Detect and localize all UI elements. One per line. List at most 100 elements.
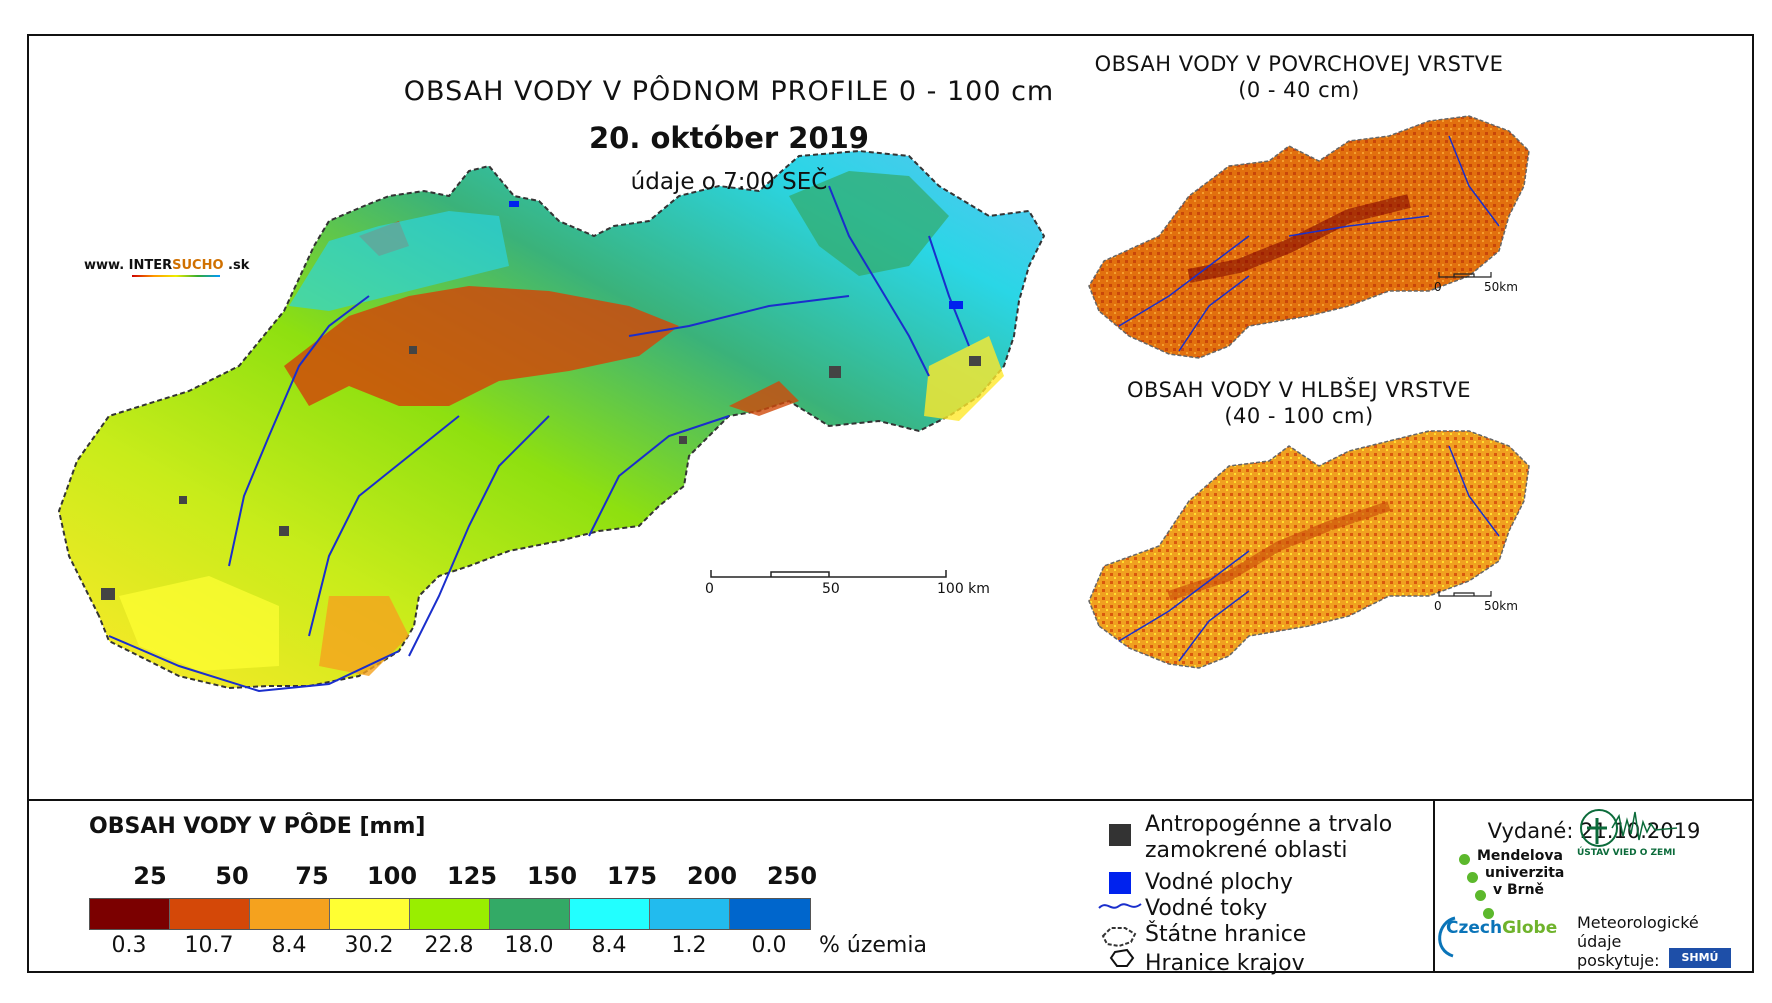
surface-map-title: OBSAH VODY V POVRCHOVEJ VRSTVE (0 - 40 c… — [1074, 52, 1524, 102]
anthropogenic-line2: zamokrené oblasti — [1145, 838, 1348, 863]
yellow-zone-east — [924, 336, 1004, 421]
scale-label-100: 100 km — [937, 581, 990, 597]
issued-date: Vydané: 21.10.2019 — [1487, 819, 1701, 843]
map-area: OBSAH VODY V PÔDNOM PROFILE 0 - 100 cm 2… — [29, 36, 1752, 799]
pct-value-2: 10.7 — [184, 933, 234, 958]
anthropogenic-line1: Antropogénne a trvalo — [1145, 812, 1393, 837]
pct-value-9: 0.0 — [751, 933, 787, 958]
class-bound-150: 150 — [526, 862, 578, 890]
legend-rivers: Vodné toky — [1145, 896, 1268, 921]
pct-value-7: 8.4 — [591, 933, 627, 958]
meteo-credit: Meteorologické údaje poskytuje: — [1577, 913, 1699, 970]
shmu-logo: SHMÚ — [1669, 948, 1731, 968]
meteo-line1: Meteorologické — [1577, 913, 1699, 932]
main-map — [57, 149, 1046, 693]
deep-map — [1088, 430, 1530, 669]
czechglobe-logo: CzechGlobe — [1446, 918, 1557, 938]
color-class-bar — [89, 898, 811, 930]
pct-unit: % územia — [819, 933, 927, 958]
time-note: údaje o 7:00 SEČ — [630, 169, 828, 195]
legend-title: OBSAH VODY V PÔDE [mm] — [89, 814, 426, 839]
class-bound-250: 250 — [766, 862, 818, 890]
deep-title-line2: (40 - 100 cm) — [1224, 404, 1374, 428]
pct-value-3: 8.4 — [271, 933, 307, 958]
class-swatch-5 — [410, 899, 490, 929]
line-symbols — [1098, 903, 1142, 967]
uvz-seismograph-icon — [1580, 809, 1678, 847]
deep-title-line1: OBSAH VODY V HLBŠEJ VRSTVE — [1127, 378, 1471, 402]
website-highlight: SUCHO — [172, 258, 224, 273]
class-bound-200: 200 — [686, 862, 738, 890]
class-bound-75: 75 — [295, 862, 329, 890]
class-bound-175: 175 — [606, 862, 658, 890]
dry-zone-central — [284, 286, 679, 406]
map-date: 20. október 2019 — [588, 121, 869, 155]
surface-title-line2: (0 - 40 cm) — [1238, 78, 1360, 102]
pct-value-8: 1.2 — [671, 933, 707, 958]
mendel-line2: univerzita — [1485, 865, 1565, 881]
pct-value-6: 18.0 — [504, 933, 554, 958]
yellow-zone-southwest — [119, 576, 279, 671]
dry-zone-east — [729, 381, 799, 416]
meteo-line3: poskytuje: — [1577, 951, 1660, 970]
website-suffix: .sk — [223, 258, 250, 273]
pct-value-1: 0.3 — [111, 933, 147, 958]
class-bound-50: 50 — [215, 862, 249, 890]
surface-map — [1088, 115, 1530, 359]
website-prefix: www. INTER — [84, 258, 173, 273]
class-swatch-3 — [250, 899, 330, 929]
intersucho-logo: www. INTERSUCHO .sk — [84, 258, 250, 277]
deep-map-title: OBSAH VODY V HLBŠEJ VRSTVE (40 - 100 cm) — [1074, 378, 1524, 428]
water-bodies — [509, 201, 963, 309]
logo-color-stripe — [132, 275, 220, 277]
class-swatch-8 — [650, 899, 730, 929]
czechglobe-part-b: Globe — [1502, 918, 1558, 938]
credits-divider — [1433, 801, 1435, 971]
pct-value-5: 22.8 — [424, 933, 474, 958]
deep-country-shape — [1088, 430, 1530, 669]
deep-scale-bar — [1438, 591, 1492, 597]
water-body-swatch — [1109, 872, 1131, 894]
meteo-line2: údaje — [1577, 932, 1622, 951]
map-graphics — [57, 115, 1530, 693]
mendel-line1: Mendelova — [1477, 848, 1563, 864]
mendel-logo: Mendelova univerzita v Brně — [1477, 848, 1564, 899]
region-border-symbol — [1109, 948, 1135, 967]
class-bound-125: 125 — [446, 862, 498, 890]
czechglobe-arc-icon — [1438, 916, 1456, 958]
surface-title-line1: OBSAH VODY V POVRCHOVEJ VRSTVE — [1094, 52, 1504, 76]
surface-scale-end: 50km — [1484, 280, 1518, 294]
class-swatch-2 — [170, 899, 250, 929]
mendel-dot-2 — [1467, 872, 1478, 883]
uvz-logo-text: ÚSTAV VIED O ZEMI — [1577, 848, 1676, 858]
main-rivers — [108, 185, 970, 693]
anthropogenic-swatch — [1109, 824, 1131, 846]
scale-label-0: 0 — [705, 581, 714, 597]
class-swatch-4 — [330, 899, 410, 929]
deep-scale-end: 50km — [1484, 599, 1518, 613]
czechglobe-part-a: Czech — [1446, 918, 1503, 938]
legend-region-border: Hranice krajov — [1145, 951, 1305, 976]
legend-state-border: Štátne hranice — [1145, 922, 1307, 947]
main-scale-bar — [710, 570, 947, 578]
class-bound-100: 100 — [366, 862, 418, 890]
class-swatch-9 — [730, 899, 810, 929]
class-bound-25: 25 — [133, 862, 167, 890]
legend-divider — [29, 799, 1752, 801]
legend-water-bodies: Vodné plochy — [1145, 870, 1293, 895]
class-swatch-6 — [490, 899, 570, 929]
mendel-dot-3 — [1475, 890, 1486, 901]
surface-scale-bar — [1438, 272, 1492, 278]
mendel-dot-1 — [1459, 854, 1470, 865]
state-border-symbol — [1101, 927, 1137, 948]
urban-areas — [101, 346, 981, 600]
surface-scale-start: 0 — [1434, 280, 1442, 294]
class-swatch-7 — [570, 899, 650, 929]
map-frame: OBSAH VODY V PÔDNOM PROFILE 0 - 100 cm 2… — [27, 34, 1754, 976]
mendel-line3: v Brně — [1493, 882, 1545, 898]
class-swatch-1 — [90, 899, 170, 929]
wet-zone-north — [289, 211, 509, 311]
legend-anthropogenic: Antropogénne a trvalo zamokrené oblasti — [1145, 812, 1392, 864]
scale-label-50: 50 — [822, 581, 840, 597]
mendel-dot-4 — [1483, 908, 1494, 919]
